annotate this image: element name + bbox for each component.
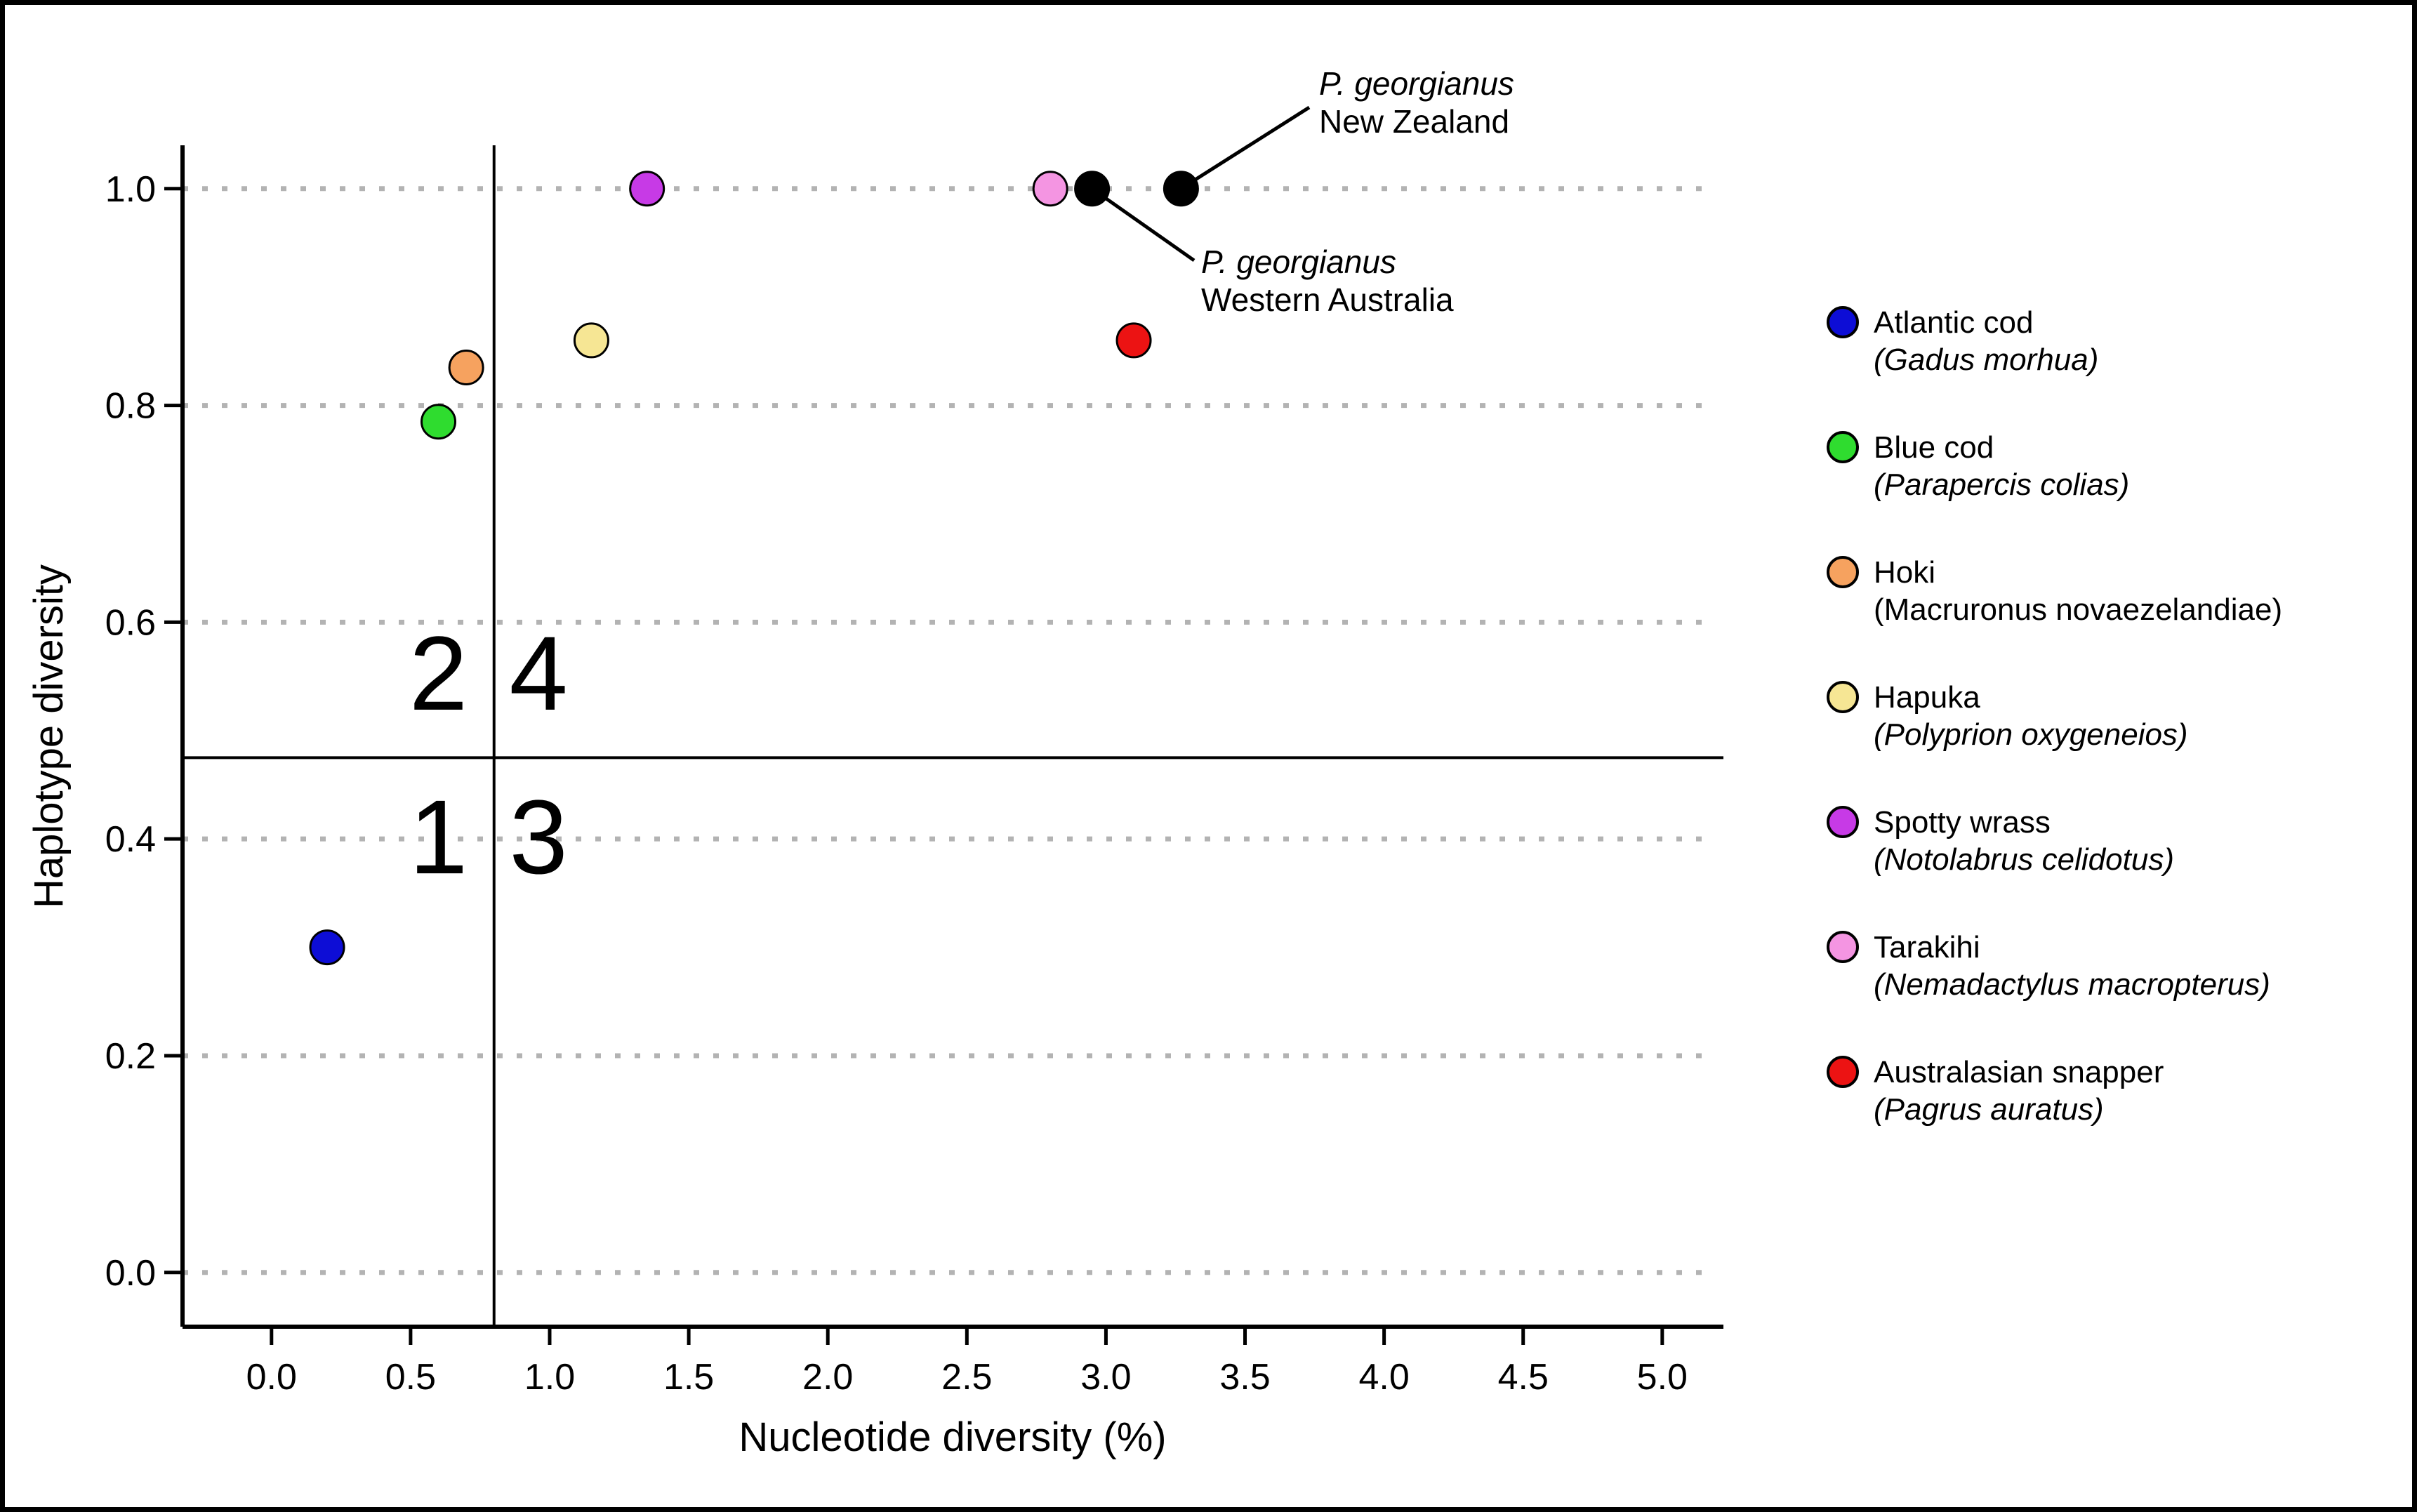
- x-tick-label-1.5: 1.5: [663, 1357, 714, 1398]
- data-point-tarakihi: [1032, 171, 1068, 207]
- legend-common-name-tarakihi: Tarakihi: [1874, 930, 1980, 964]
- annotation-nz-location: New Zealand: [1319, 103, 1509, 140]
- legend-scientific-name-atlantic-cod: (Gadus morhua): [1874, 343, 2098, 377]
- legend-scientific-name-tarakihi: (Nemadactylus macropterus): [1874, 967, 2270, 1002]
- scatter-plot: 2 41 3 0.0 0.5 1.0 1.5 2.0 2.5 3.0 3.5 4.0 4.5 5.0 0.0…: [26, 65, 2282, 1460]
- quadrant-label-1: 1: [409, 778, 468, 896]
- x-tick-label-0.0: 0.0: [246, 1357, 297, 1398]
- data-point-p-georgianus-nz: [1163, 171, 1199, 207]
- y-tick-label-0.8: 0.8: [105, 386, 156, 427]
- data-point-spotty-wrass: [629, 171, 665, 207]
- annotation-nz-species: P. georgianus: [1319, 65, 1514, 102]
- legend-swatch-australasian-snapper: [1827, 1056, 1859, 1088]
- data-point-hapuka: [573, 322, 609, 359]
- y-tick-label-0.4: 0.4: [105, 819, 156, 860]
- x-tick-label-2.5: 2.5: [941, 1357, 992, 1398]
- legend-common-name-atlantic-cod: Atlantic cod: [1874, 305, 2033, 340]
- y-tick-label-0.2: 0.2: [105, 1036, 156, 1077]
- y-tick-label-0.6: 0.6: [105, 602, 156, 643]
- legend-swatch-hapuka: [1827, 681, 1859, 713]
- x-tick-label-1.0: 1.0: [524, 1357, 575, 1398]
- legend-common-name-spotty-wrass: Spotty wrass: [1874, 805, 2051, 840]
- legend-scientific-name-australasian-snapper: (Pagrus auratus): [1874, 1092, 2104, 1127]
- x-tick-label-4.5: 4.5: [1498, 1357, 1549, 1398]
- quadrant-label-2: 2: [409, 614, 468, 732]
- legend-scientific-name-blue-cod: (Parapercis colias): [1874, 467, 2129, 502]
- y-tick-label-0.0: 0.0: [105, 1253, 156, 1294]
- annotation-leader-nz: [1180, 105, 1311, 190]
- annotation-leader-wa: [1091, 187, 1196, 263]
- legend-scientific-name-hoki: (Macruronus novaezelandiae): [1874, 592, 2282, 627]
- x-tick-label-4.0: 4.0: [1358, 1357, 1409, 1398]
- x-tick-label-3.0: 3.0: [1080, 1357, 1131, 1398]
- x-axis-title: Nucleotide diversity (%): [739, 1414, 1166, 1460]
- legend-swatch-tarakihi: [1827, 931, 1859, 963]
- legend-swatch-hoki: [1827, 556, 1859, 588]
- annotation-wa-species: P. georgianus: [1201, 244, 1396, 280]
- y-tick-label-1.0: 1.0: [105, 169, 156, 210]
- x-tick-label-2.0: 2.0: [802, 1357, 853, 1398]
- data-point-australasian-snapper: [1115, 322, 1152, 359]
- legend-common-name-australasian-snapper: Australasian snapper: [1874, 1055, 2164, 1089]
- legend-common-name-blue-cod: Blue cod: [1874, 430, 1994, 465]
- legend-scientific-name-spotty-wrass: (Notolabrus celidotus): [1874, 842, 2174, 877]
- x-tick-label-5.0: 5.0: [1637, 1357, 1688, 1398]
- quadrant-label-4: 4: [509, 614, 567, 732]
- y-axis-title: Haplotype diversity: [26, 564, 72, 908]
- data-point-blue-cod: [421, 404, 457, 440]
- legend-common-name-hoki: Hoki: [1874, 555, 1935, 590]
- legend-swatch-spotty-wrass: [1827, 806, 1859, 838]
- quadrant-label-3: 3: [509, 778, 567, 896]
- x-tick-label-3.5: 3.5: [1219, 1357, 1270, 1398]
- data-point-p-georgianus-wa: [1074, 171, 1111, 207]
- data-point-hoki: [448, 350, 484, 386]
- legend-scientific-name-hapuka: (Polyprion oxygeneios): [1874, 717, 2188, 752]
- legend-swatch-blue-cod: [1827, 431, 1859, 463]
- legend-common-name-hapuka: Hapuka: [1874, 680, 1980, 715]
- annotation-wa-location: Western Australia: [1201, 281, 1454, 318]
- legend-swatch-atlantic-cod: [1827, 306, 1859, 338]
- data-point-atlantic-cod: [309, 929, 345, 966]
- x-tick-label-0.5: 0.5: [385, 1357, 436, 1398]
